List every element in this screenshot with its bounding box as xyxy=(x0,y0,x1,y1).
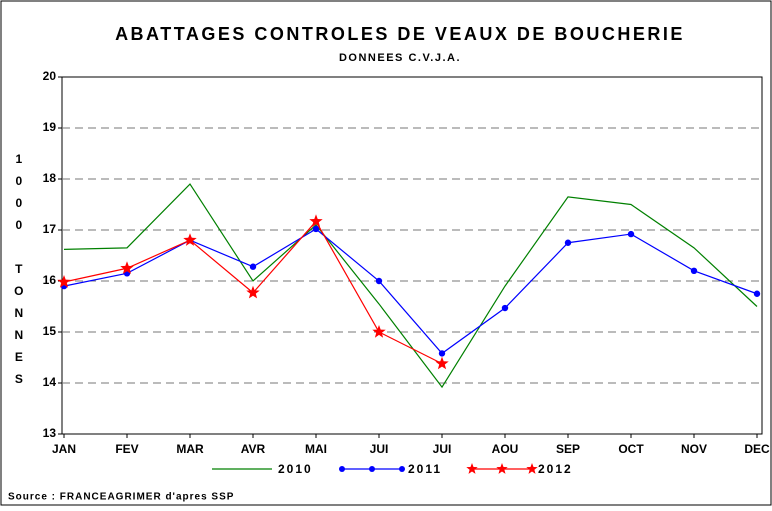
data-point xyxy=(372,325,386,338)
data-point xyxy=(183,233,197,246)
legend-marker xyxy=(339,466,345,472)
x-tick-label: JUI xyxy=(370,442,389,456)
y-axis-label: 1000 TONNES xyxy=(12,152,26,394)
chart-title: ABATTAGES CONTROLES DE VEAUX DE BOUCHERI… xyxy=(115,24,685,44)
legend-label: 2010 xyxy=(278,462,313,476)
x-tick-label: FEV xyxy=(115,442,138,456)
data-point xyxy=(690,267,698,274)
series-line xyxy=(63,228,758,355)
data-point xyxy=(120,261,134,274)
chart-subtitle: DONNEES C.V.J.A. xyxy=(339,52,461,64)
series-line xyxy=(63,183,758,389)
data-point xyxy=(309,214,323,227)
legend-marker xyxy=(496,463,508,474)
x-tick-label: NOV xyxy=(681,442,707,456)
legend-label: 2012 xyxy=(538,462,573,476)
legend-marker xyxy=(399,466,405,472)
x-tick-label: JAN xyxy=(52,442,76,456)
x-tick-label: MAI xyxy=(305,442,327,456)
plot-frame xyxy=(61,76,763,435)
data-point xyxy=(375,277,383,285)
y-tick-label: 14 xyxy=(43,375,57,389)
x-tick-label: AOU xyxy=(492,442,519,456)
data-point xyxy=(753,290,761,297)
data-point xyxy=(435,356,449,370)
legend-label: 2011 xyxy=(408,462,442,476)
data-point xyxy=(57,275,71,288)
x-tick-label: AVR xyxy=(241,442,266,456)
y-tick-label: 20 xyxy=(43,69,57,83)
x-tick-label: DEC xyxy=(744,442,770,456)
legend-marker xyxy=(526,463,538,474)
data-point xyxy=(312,225,320,233)
y-tick-label: 13 xyxy=(43,426,57,440)
legend-marker xyxy=(369,466,375,472)
data-point xyxy=(246,285,260,299)
y-tick-label: 16 xyxy=(43,273,57,287)
y-tick-label: 19 xyxy=(43,120,57,134)
data-point xyxy=(501,304,509,312)
x-tick-label: MAR xyxy=(176,442,204,456)
source-note: Source : FRANCEAGRIMER d'apres SSP xyxy=(8,492,234,503)
y-tick-label: 15 xyxy=(43,324,57,338)
y-tick-label: 17 xyxy=(43,222,57,236)
data-point xyxy=(249,263,257,270)
data-point xyxy=(438,350,446,357)
x-tick-label: SEP xyxy=(556,442,580,456)
x-tick-label: JUI xyxy=(433,442,452,456)
x-tick-label: OCT xyxy=(618,442,644,456)
legend-marker xyxy=(466,463,478,474)
data-point xyxy=(564,239,572,246)
y-tick-label: 18 xyxy=(43,171,57,185)
data-point xyxy=(627,230,635,238)
